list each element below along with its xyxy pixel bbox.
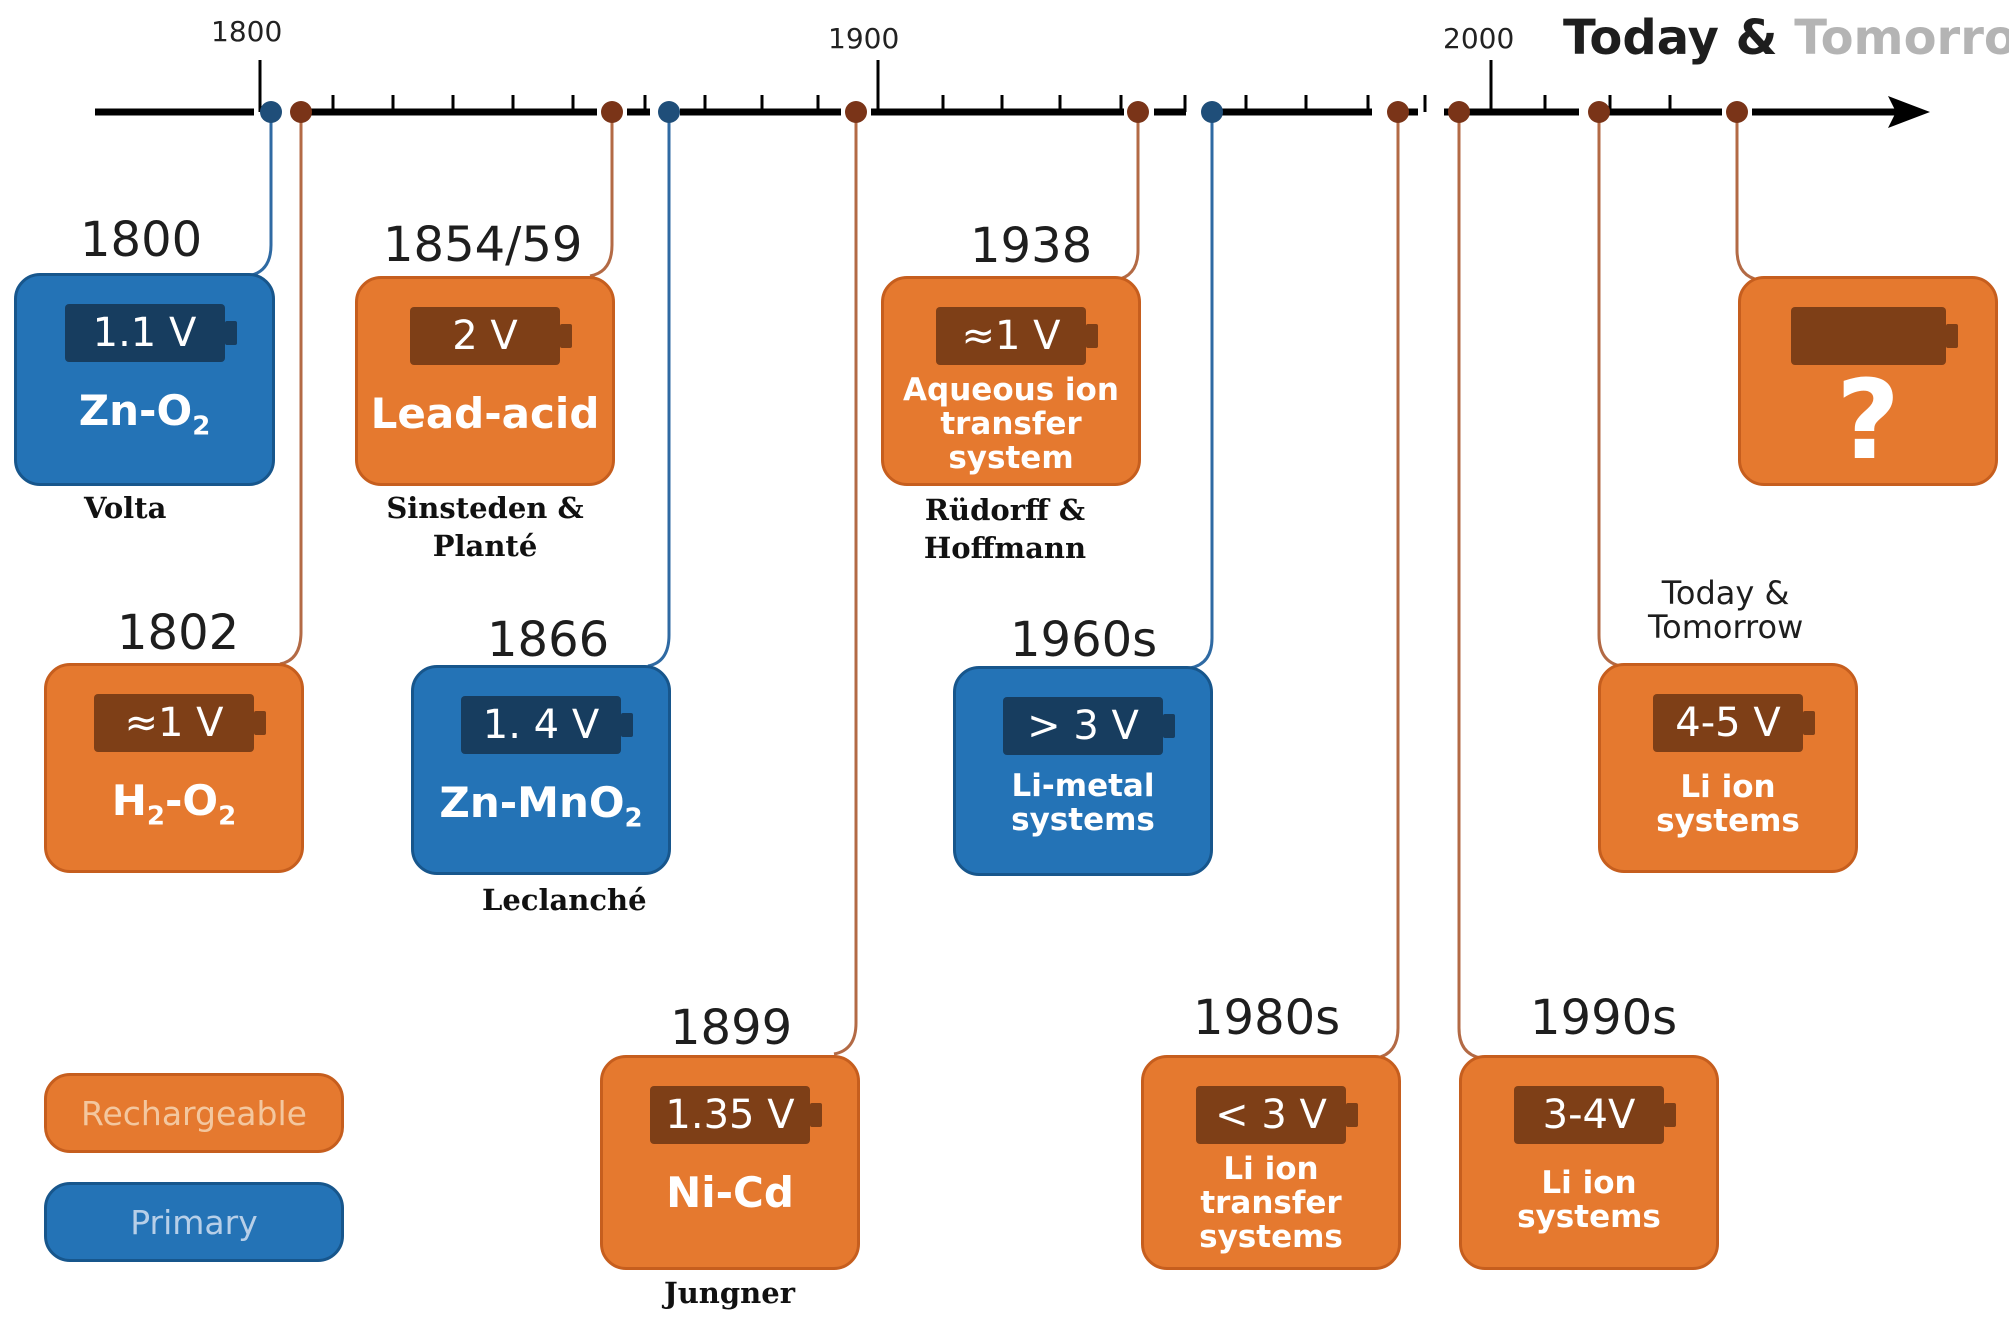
- card-year-1938: 1938: [970, 218, 1093, 274]
- voltage-label: 4-5 V: [1675, 700, 1781, 746]
- connector-today: [1597, 112, 1622, 668]
- card-aqueous-ion: ≈1 V Aqueous ion transfer system: [881, 276, 1141, 486]
- dot-today: [1588, 101, 1610, 123]
- voltage-label: 3-4V: [1542, 1092, 1636, 1138]
- header-title-light: Tomorrow: [1794, 10, 2009, 66]
- battery-icon: 1. 4 V: [461, 696, 633, 754]
- axis-year-1900: 1900: [828, 22, 900, 55]
- dot-1980s: [1387, 101, 1409, 123]
- chemistry-label: H2-O2: [111, 776, 237, 832]
- battery-icon: [1790, 307, 1958, 365]
- card-year-1800: 1800: [80, 212, 203, 268]
- chemistry-label: Zn-MnO2: [439, 778, 643, 834]
- legend-primary: Primary: [44, 1182, 344, 1262]
- dot-1866: [658, 101, 680, 123]
- card-li-ion-transfer: < 3 V Li ion transfer systems: [1141, 1055, 1401, 1270]
- connector-1899: [833, 112, 858, 1056]
- card-year-1866: 1866: [487, 612, 610, 668]
- connector-1800: [247, 112, 273, 278]
- axis-ticks: [258, 60, 1672, 112]
- connector-future: [1735, 112, 1760, 282]
- card-future-unknown: ?: [1738, 276, 1998, 486]
- card-zn-mno2: 1. 4 V Zn-MnO2: [411, 665, 671, 875]
- card-li-metal: > 3 V Li-metal systems: [953, 666, 1213, 876]
- chemistry-label: Li ion transfer systems: [1199, 1151, 1343, 1256]
- card-year-1899: 1899: [670, 1000, 793, 1056]
- battery-icon: 1.1 V: [64, 304, 237, 362]
- card-year-1802: 1802: [117, 605, 240, 661]
- inventor-leclanche: Leclanché: [482, 883, 647, 917]
- battery-icon: > 3 V: [1003, 697, 1175, 755]
- battery-icon: 1.35 V: [650, 1086, 822, 1144]
- voltage-label: < 3 V: [1215, 1092, 1327, 1138]
- card-year-1960s: 1960s: [1010, 612, 1158, 668]
- connector-1938: [1115, 112, 1140, 282]
- inventor-jungner: Jungner: [664, 1276, 795, 1310]
- chemistry-label: Lead-acid: [370, 389, 600, 438]
- battery-icon: ≈1 V: [936, 307, 1098, 365]
- card-label-today-tomorrow: Today & Tomorrow: [1648, 574, 1804, 646]
- chemistry-label: Li ion systems: [1656, 769, 1800, 840]
- connector-1960s: [1189, 112, 1214, 670]
- connector-1854: [589, 112, 614, 278]
- battery-icon: ≈1 V: [94, 694, 266, 752]
- timeline-dots: [260, 101, 1748, 123]
- voltage-label: 2 V: [452, 313, 518, 359]
- voltage-label: ≈1 V: [961, 313, 1061, 359]
- card-li-ion-today: 4-5 V Li ion systems: [1598, 663, 1858, 873]
- inventor-rudorff-hoffmann: Rüdorff & Hoffmann: [923, 493, 1087, 565]
- card-zn-o2: 1.1 V Zn-O2: [14, 273, 275, 486]
- card-year-1854: 1854/59: [383, 217, 583, 273]
- card-year-1980s: 1980s: [1193, 990, 1341, 1046]
- voltage-label: 1. 4 V: [482, 702, 600, 748]
- voltage-label: 1.1 V: [92, 310, 197, 356]
- axis-arrowhead: [1888, 96, 1930, 128]
- dot-1854: [601, 101, 623, 123]
- inventor-sinsteden-plante: Sinsteden & Planté: [386, 491, 584, 563]
- dot-1990s: [1448, 101, 1470, 123]
- card-year-1990s: 1990s: [1530, 990, 1678, 1046]
- battery-icon: 2 V: [410, 307, 572, 365]
- dot-1960s: [1201, 101, 1223, 123]
- dot-1938: [1127, 101, 1149, 123]
- axis-year-2000: 2000: [1443, 22, 1515, 55]
- voltage-label: 1.35 V: [665, 1092, 795, 1138]
- dot-1899: [845, 101, 867, 123]
- legend-rechargeable: Rechargeable: [44, 1073, 344, 1153]
- card-h2-o2: ≈1 V H2-O2: [44, 663, 304, 873]
- voltage-label: ≈1 V: [124, 700, 224, 746]
- battery-icon: 4-5 V: [1653, 694, 1815, 752]
- card-ni-cd: 1.35 V Ni-Cd: [600, 1055, 860, 1270]
- voltage-label: > 3 V: [1027, 703, 1139, 749]
- inventor-volta: Volta: [84, 491, 167, 525]
- card-lead-acid: 2 V Lead-acid: [355, 276, 615, 486]
- chemistry-label: Li ion systems: [1517, 1165, 1661, 1236]
- timeline-axis: [95, 60, 1930, 128]
- connector-1802: [279, 112, 303, 666]
- chemistry-label: Zn-O2: [78, 386, 211, 442]
- question-mark: ?: [1836, 356, 1900, 484]
- chemistry-label: Aqueous ion transfer system: [903, 372, 1119, 477]
- connector-1980s: [1375, 112, 1400, 1060]
- connector-1866: [647, 112, 671, 668]
- axis-year-1800: 1800: [211, 15, 283, 48]
- dot-1800: [260, 101, 282, 123]
- header-title: Today & Tomorrow: [1563, 10, 2009, 66]
- card-li-ion-1990s: 3-4V Li ion systems: [1459, 1055, 1719, 1270]
- connector-1990s: [1457, 112, 1482, 1060]
- battery-icon: 3-4V: [1514, 1086, 1676, 1144]
- chemistry-label: Ni-Cd: [666, 1168, 794, 1217]
- battery-icon: < 3 V: [1196, 1086, 1358, 1144]
- dot-future: [1726, 101, 1748, 123]
- header-title-dark: Today &: [1563, 10, 1778, 66]
- chemistry-label: Li-metal systems: [1011, 768, 1155, 839]
- dot-1802: [290, 101, 312, 123]
